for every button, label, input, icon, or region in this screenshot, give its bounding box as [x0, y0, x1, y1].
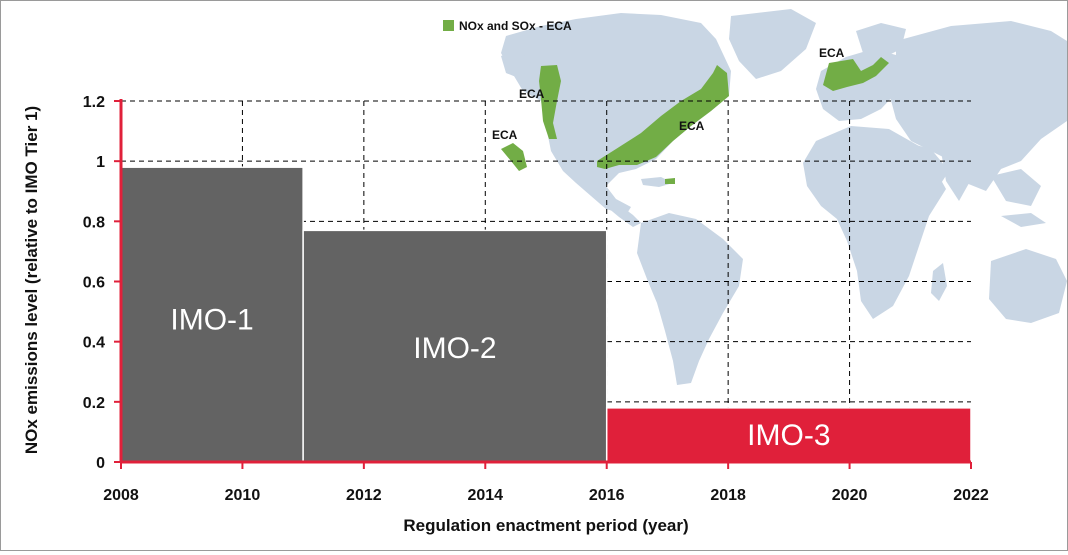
x-tick-label-1: 2010: [225, 487, 261, 504]
bar-label-imo-1: IMO-1: [170, 303, 253, 336]
bar-imo-3: [605, 407, 972, 463]
bar-label-imo-2: IMO-2: [413, 332, 496, 365]
map-africa: [803, 126, 946, 319]
x-tick-label-0: 2008: [103, 487, 139, 504]
map-indonesia: [1001, 213, 1046, 227]
y-tick-label-4: 0.8: [83, 214, 105, 231]
map-madagascar: [931, 263, 947, 301]
bar-labels: IMO-1 IMO-2 IMO-3: [170, 303, 830, 452]
map-scandinavia: [856, 23, 906, 59]
eca-north-sea-baltic: [823, 57, 889, 91]
world-map: [501, 9, 1067, 385]
y-tick-label-1: 0.2: [83, 395, 105, 412]
eca-north-america-west: [539, 65, 561, 139]
eca-hawaii: [501, 143, 527, 171]
map-greenland: [729, 9, 816, 79]
eca-label-east: ECA: [679, 119, 705, 133]
map-india: [941, 151, 973, 201]
tick-labels: 0 0.2 0.4 0.6 0.8 1 1.2 2008 2010 2012 2014 2016 201…: [83, 94, 989, 504]
x-tick-label-3: 2014: [467, 487, 503, 504]
legend-swatch: [443, 20, 454, 31]
map-australia: [989, 249, 1067, 323]
y-tick-label-0: 0: [96, 455, 105, 472]
bar-imo-1: [120, 166, 304, 463]
map-south-america: [637, 213, 743, 385]
x-tick-label-7: 2022: [953, 487, 989, 504]
bar-imo-2: [302, 229, 608, 463]
eca-label-hawaii: ECA: [492, 128, 518, 142]
map-central-america: [606, 196, 641, 227]
y-tick-label-2: 0.4: [83, 335, 105, 352]
eca-label-europe: ECA: [819, 46, 845, 60]
map-north-america: [501, 13, 731, 215]
map-se-asia: [991, 169, 1041, 206]
y-tick-label-3: 0.6: [83, 275, 105, 292]
bar-label-imo-3: IMO-3: [747, 419, 830, 452]
eca-label-west: ECA: [519, 87, 545, 101]
x-tick-label-4: 2016: [589, 487, 625, 504]
bars: [120, 166, 972, 463]
eca-north-america-east: [597, 65, 729, 169]
x-tick-label-5: 2018: [710, 487, 746, 504]
y-tick-label-5: 1: [96, 154, 105, 171]
x-tick-label-6: 2020: [832, 487, 868, 504]
y-tick-label-6: 1.2: [83, 94, 105, 111]
x-tick-label-2: 2012: [346, 487, 382, 504]
map-arabia: [901, 141, 949, 191]
map-alaska: [501, 49, 531, 79]
map-asia: [889, 21, 1067, 191]
legend-label: NOx and SOx - ECA: [459, 19, 572, 33]
eca-caribbean: [665, 178, 675, 184]
x-axis-title: Regulation enactment period (year): [403, 516, 688, 535]
y-axis-title: NOx emissions level (relative to IMO Tie…: [22, 106, 41, 454]
